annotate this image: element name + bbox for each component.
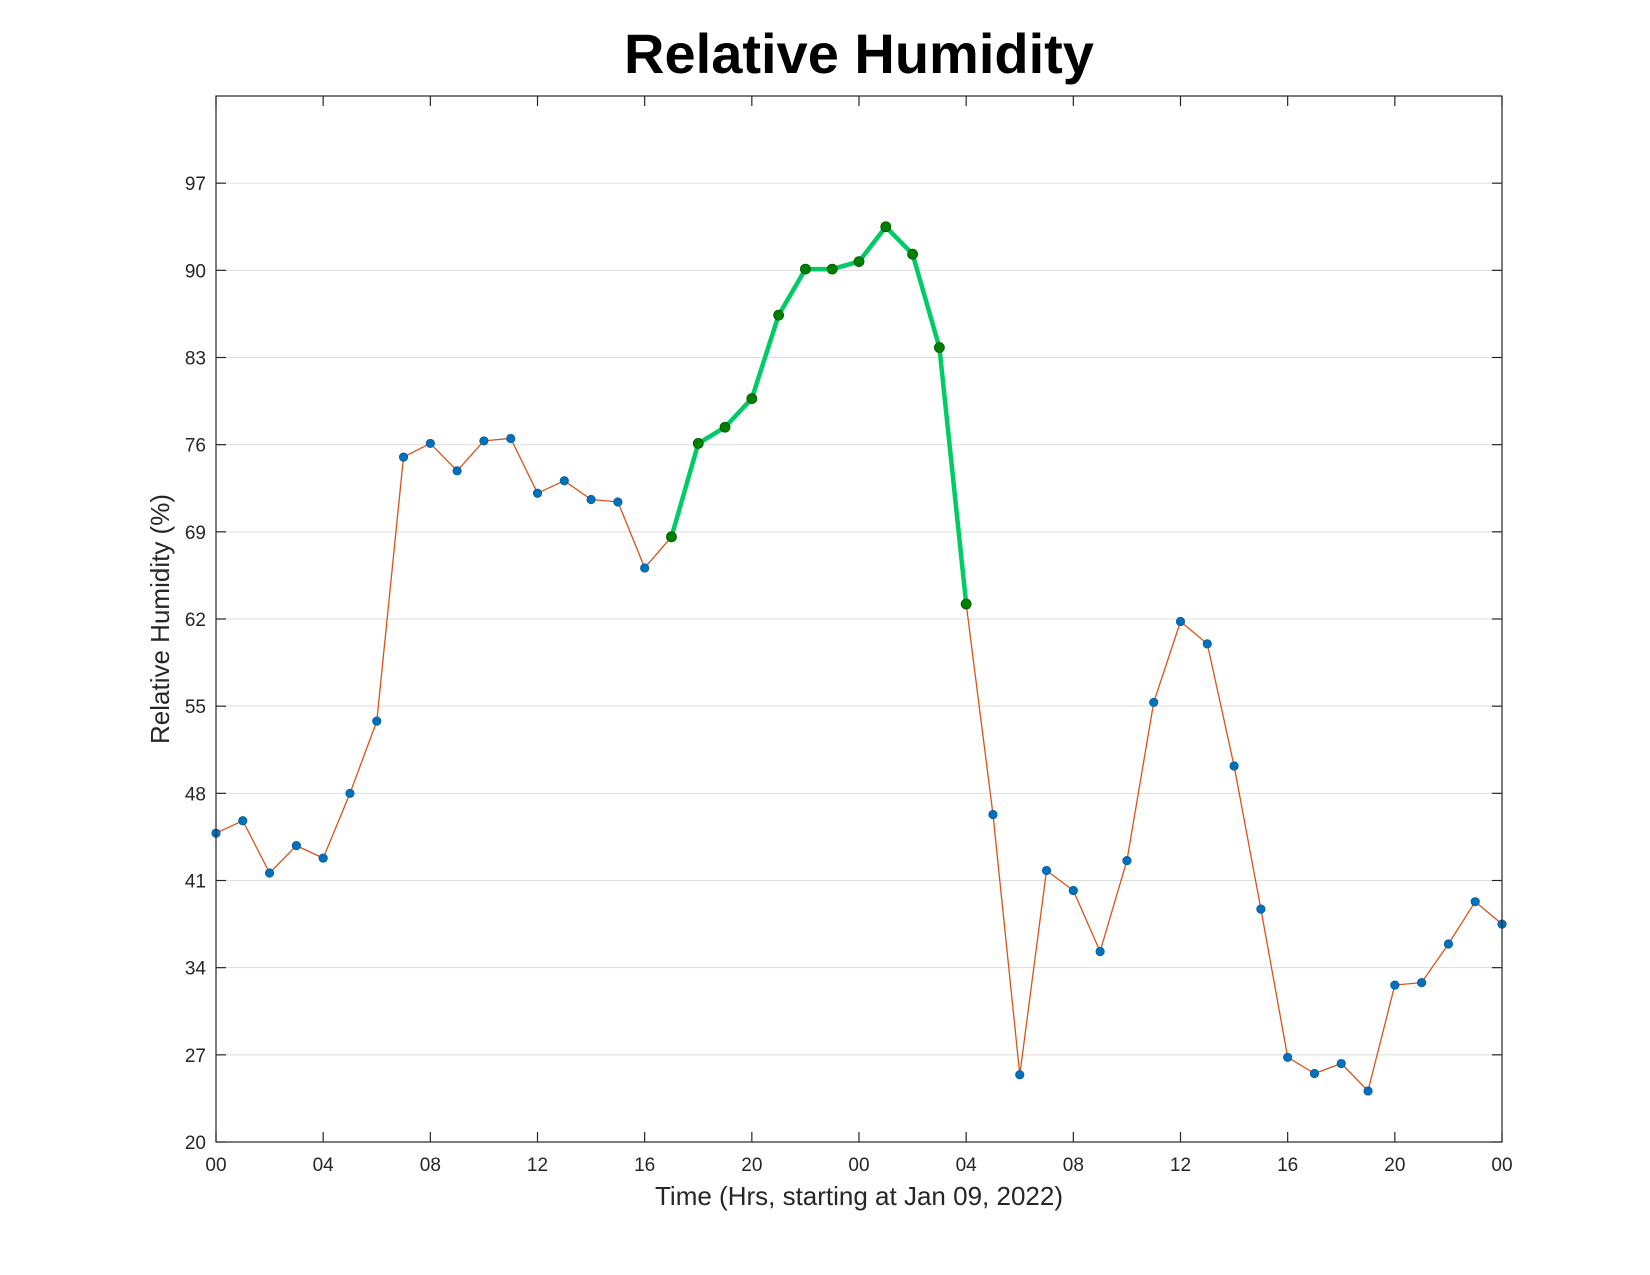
data-point: [1015, 1070, 1025, 1080]
data-point: [452, 466, 462, 476]
data-series: [211, 221, 1507, 1096]
data-point: [318, 853, 328, 863]
y-tick-label: 83: [185, 349, 206, 370]
x-tick-label: 08: [1063, 1155, 1084, 1176]
highlight-data-point: [880, 221, 892, 233]
data-point: [559, 476, 569, 486]
x-tick-label: 04: [313, 1155, 335, 1176]
highlight-data-point: [666, 531, 677, 543]
data-point: [1443, 939, 1454, 949]
data-point: [264, 868, 275, 878]
y-tick-label: 34: [185, 959, 207, 980]
y-tick-label: 20: [185, 1133, 206, 1154]
highlight-data-point: [826, 263, 838, 275]
data-point: [1175, 616, 1186, 627]
data-point: [1336, 1058, 1346, 1069]
data-point: [291, 841, 301, 851]
data-point: [506, 433, 516, 444]
data-point: [1202, 639, 1212, 649]
data-point: [238, 816, 248, 826]
y-tick-label: 76: [185, 436, 206, 457]
y-tick-label: 69: [185, 523, 206, 544]
data-point: [1068, 885, 1078, 896]
plot-frame: [215, 95, 1503, 1143]
x-tick-label: 08: [420, 1155, 441, 1176]
data-point: [586, 494, 596, 505]
y-tick-label: 27: [185, 1046, 206, 1067]
highlight-data-point: [933, 342, 945, 353]
highlight-data-point: [719, 421, 731, 433]
x-tick-label: 00: [1491, 1155, 1512, 1176]
x-tick-label: 12: [1170, 1155, 1191, 1176]
grid-lines: [216, 182, 1502, 1056]
data-point: [613, 497, 623, 507]
highlight-data-point: [907, 248, 918, 260]
data-point: [1363, 1086, 1373, 1096]
x-tick-label: 16: [634, 1155, 655, 1176]
x-tick-label: 04: [956, 1155, 978, 1176]
highlight-data-point: [773, 309, 785, 321]
data-point: [425, 438, 435, 449]
x-tick-label: 16: [1277, 1155, 1298, 1176]
y-tick-label: 55: [185, 697, 206, 718]
data-point: [1256, 904, 1266, 914]
highlight-data-point: [960, 598, 972, 610]
data-point: [1122, 855, 1132, 866]
y-axis-label: Relative Humidity (%): [145, 494, 175, 744]
data-point: [1283, 1052, 1293, 1062]
y-tick-label: 90: [185, 261, 206, 282]
data-point: [532, 488, 543, 498]
data-point: [398, 452, 409, 462]
data-point: [1095, 946, 1105, 957]
data-point: [1041, 865, 1052, 876]
x-tick-label: 00: [205, 1155, 226, 1176]
highlight-data-point: [853, 256, 865, 268]
x-tick-label: 00: [848, 1155, 869, 1176]
x-tick-label: 20: [741, 1155, 762, 1176]
highlight-data-point: [800, 263, 811, 275]
y-tick-label: 48: [185, 784, 206, 805]
y-tick-label: 41: [185, 872, 206, 893]
data-point: [1470, 897, 1480, 907]
x-tick-label: 20: [1384, 1155, 1405, 1176]
x-axis-label: Time (Hrs, starting at Jan 09, 2022): [655, 1181, 1063, 1211]
data-point: [345, 788, 355, 798]
highlight-series-line: [669, 224, 969, 607]
data-point: [372, 716, 382, 726]
data-point: [1390, 980, 1400, 990]
x-tick-label: 12: [527, 1155, 548, 1176]
highlight-data-point: [692, 438, 704, 449]
highlight-data-point: [746, 393, 758, 404]
y-tick-label: 97: [185, 174, 206, 195]
data-point: [1229, 761, 1239, 771]
data-point: [988, 809, 998, 820]
data-point: [1417, 978, 1427, 988]
data-point: [640, 563, 650, 573]
series-line: [215, 226, 1503, 1092]
chart-title: Relative Humidity: [624, 22, 1094, 85]
data-point: [1309, 1068, 1320, 1079]
data-point: [1149, 697, 1159, 708]
y-tick-label: 62: [185, 610, 206, 631]
data-point: [479, 436, 489, 446]
